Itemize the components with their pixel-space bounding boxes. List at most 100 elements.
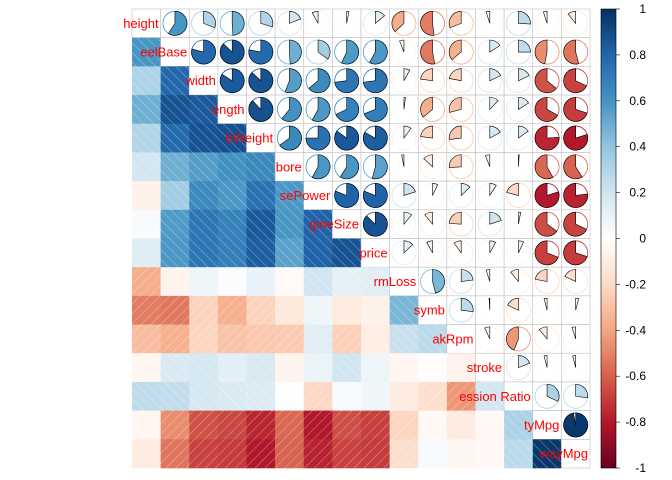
shade-hatch-7-5: [275, 209, 304, 239]
label-bore: bore: [276, 159, 302, 174]
shade-hatch-14-6: [303, 410, 333, 440]
shade-hatch-7-0: [132, 209, 161, 239]
pie-slice-1-10: [420, 39, 436, 65]
label-wheelBase: eelBase: [140, 45, 187, 60]
pie-slice-8-15: [563, 240, 588, 266]
pie-slice-11-14: [538, 326, 548, 340]
label-width: width: [185, 73, 216, 88]
pie-slice-2-12: [489, 68, 502, 82]
diagonal-cell-9: [389, 266, 419, 297]
pie-slice-6-7: [334, 183, 359, 208]
pie-slice-2-7: [334, 68, 360, 94]
pie-slice-3-10: [420, 97, 433, 118]
shade-hatch-8-7: [332, 238, 361, 268]
pie-slice-5-11: [448, 154, 462, 168]
pie-slice-4-6: [305, 125, 331, 151]
pie-slice-9-13: [510, 269, 519, 283]
shade-hatch-13-6: [303, 381, 333, 411]
shade-hatch-11-0: [132, 324, 161, 354]
shade-hatch-14-7: [332, 410, 361, 440]
diagonal-cell-8: [360, 238, 390, 268]
pie-slice-1-5: [289, 39, 302, 65]
shade-hatch-14-4: [246, 410, 276, 440]
pie-slice-0-12: [485, 11, 491, 24]
shade-hatch-12-8: [361, 353, 390, 382]
shade-hatch-6-3: [217, 181, 247, 210]
shade-hatch-9-8: [361, 267, 390, 296]
pie-slice-10-12: [488, 297, 491, 311]
shade-hatch-15-12: [475, 439, 505, 468]
colorbar-tick-label: 1: [639, 2, 646, 16]
shade-hatch-12-2: [189, 353, 218, 382]
diagonal-cell-4: [246, 123, 276, 153]
shade-cell-9-3: [217, 267, 247, 297]
pie-slice-5-10: [423, 154, 433, 168]
shade-hatch-5-4: [246, 152, 276, 182]
pie-slice-2-4: [248, 68, 274, 94]
shade-hatch-14-11: [446, 410, 476, 440]
pie-slice-8-9: [403, 240, 414, 254]
pie-slice-2-3: [219, 68, 245, 94]
shade-hatch-10-0: [132, 295, 161, 325]
pie-slice-2-9: [403, 68, 411, 81]
pie-slice-13-14: [546, 383, 560, 402]
shade-hatch-8-5: [275, 238, 304, 268]
pie-slice-1-4: [248, 39, 274, 65]
shade-hatch-14-12: [475, 410, 505, 440]
pie-slice-3-6: [311, 97, 331, 122]
shade-hatch-11-1: [160, 324, 190, 354]
pie-slice-6-13: [506, 183, 519, 196]
shade-hatch-15-5: [275, 439, 304, 468]
shade-hatch-3-1: [160, 95, 190, 124]
diagonal-cell-13: [503, 381, 534, 411]
shade-hatch-7-6: [303, 209, 333, 239]
shade-hatch-13-10: [418, 381, 447, 411]
label-peakRpm: akRpm: [432, 331, 473, 346]
pie-slice-7-14: [534, 211, 558, 237]
pie-slice-6-9: [403, 183, 416, 196]
shade-hatch-14-2: [189, 410, 218, 440]
pie-slice-5-7: [339, 154, 359, 180]
pie-slice-7-9: [403, 211, 413, 225]
shade-hatch-15-1: [160, 439, 190, 468]
shade-hatch-15-9: [389, 439, 419, 468]
diagonal-cell-14: [532, 410, 562, 440]
pie-slice-5-9: [401, 154, 405, 167]
shade-hatch-2-0: [132, 66, 161, 96]
shade-hatch-9-7: [332, 267, 361, 296]
shade-hatch-9-2: [189, 267, 218, 296]
pie-slice-2-14: [534, 68, 557, 94]
shade-hatch-4-0: [132, 123, 161, 153]
shade-hatch-12-11: [446, 353, 476, 382]
pie-slice-5-6: [311, 154, 331, 180]
pie-slice-7-8: [363, 211, 388, 237]
colorbar-gradient: [600, 8, 617, 469]
shade-hatch-13-11: [446, 381, 476, 411]
shade-hatch-9-1: [160, 267, 190, 296]
pie-slice-2-15: [563, 68, 587, 94]
pie-slice-4-9: [403, 125, 412, 140]
shade-hatch-15-11: [446, 439, 476, 468]
pie-slice-10-11: [460, 297, 474, 313]
pie-slice-3-13: [518, 97, 530, 110]
colorbar-tick-label: 0: [639, 232, 646, 246]
shade-hatch-13-4: [246, 381, 276, 411]
shade-hatch-10-8: [361, 295, 390, 325]
pie-slice-0-3: [231, 11, 245, 36]
pie-slice-3-7: [335, 97, 359, 122]
label-highwayMpg: wayMpg: [539, 446, 588, 461]
shade-hatch-10-1: [160, 295, 190, 325]
shade-hatch-8-0: [132, 238, 161, 268]
pie-slice-0-10: [420, 11, 435, 36]
diagonal-cell-12: [475, 352, 505, 383]
shade-hatch-5-2: [189, 152, 218, 182]
pie-slice-0-2: [203, 11, 216, 29]
pie-slice-4-13: [518, 125, 529, 139]
pie-slice-0-4: [260, 11, 274, 28]
pie-slice-2-13: [518, 68, 530, 82]
shade-hatch-12-0: [132, 353, 161, 382]
pie-slice-0-11: [448, 11, 462, 29]
shade-hatch-15-14: [532, 439, 562, 468]
shade-hatch-13-12: [475, 381, 505, 411]
